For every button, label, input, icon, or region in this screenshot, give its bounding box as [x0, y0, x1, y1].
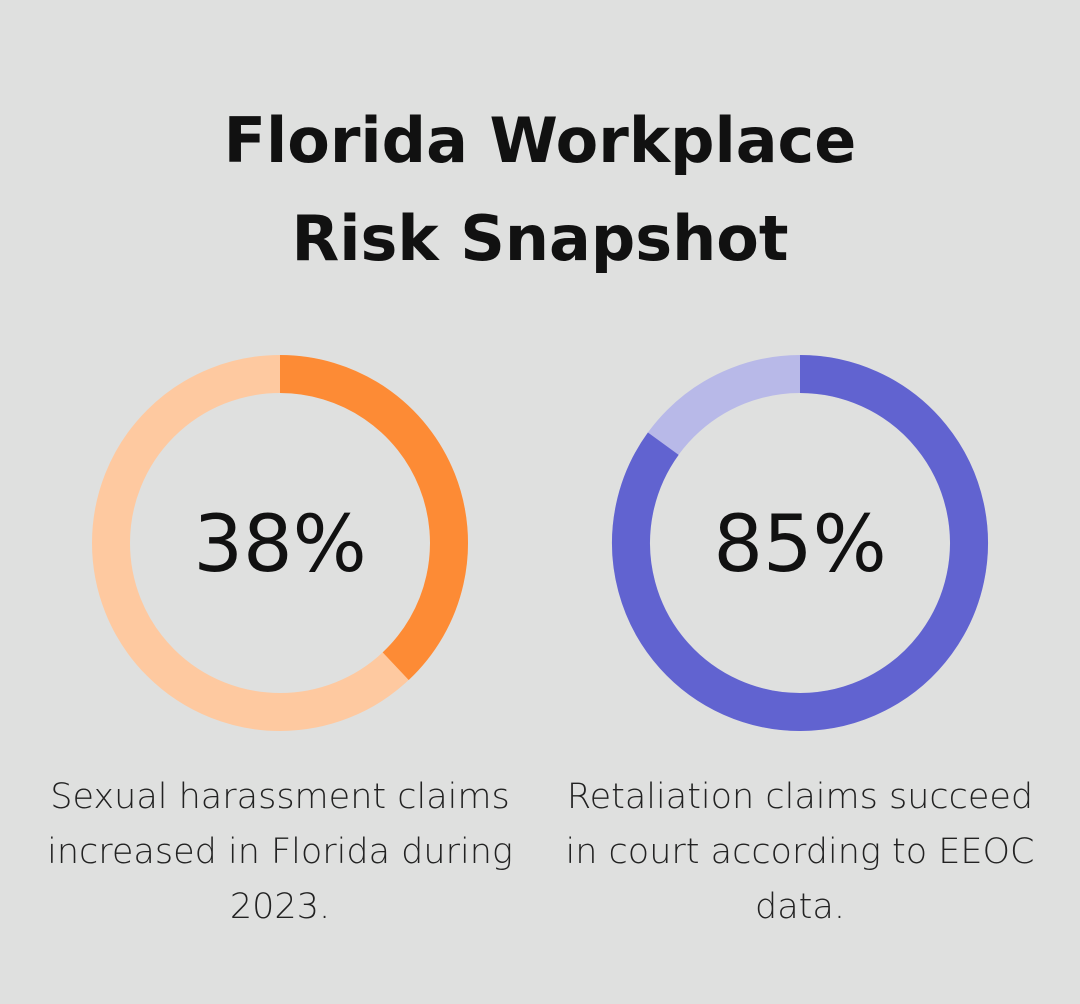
- title: Florida Workplace Risk Snapshot: [223, 104, 857, 275]
- value-label: 85%: [713, 500, 886, 590]
- donut-arc: [279, 355, 468, 681]
- value-label: 38%: [193, 500, 366, 590]
- chart: 38% 85%: [92, 355, 988, 731]
- donut-arc: [612, 355, 988, 731]
- caption: Sexual harassment claims increased in Fl…: [47, 777, 513, 927]
- caption: Retaliation claims succeed in court acco…: [565, 777, 1035, 927]
